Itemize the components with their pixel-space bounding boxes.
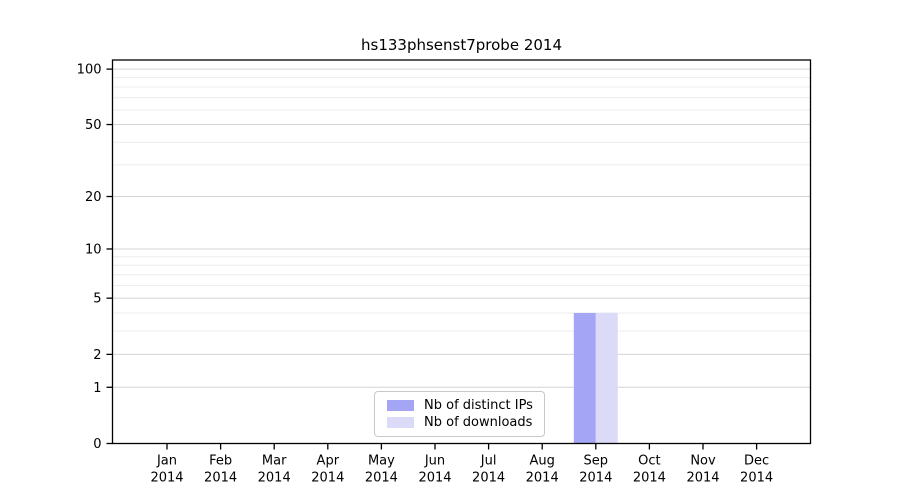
x-tick-label-year: 2014	[204, 471, 237, 486]
x-tick-label-year: 2014	[472, 471, 505, 486]
legend-swatch	[387, 417, 414, 428]
x-tick-label-year: 2014	[686, 471, 719, 486]
x-tick-label-year: 2014	[740, 471, 773, 486]
y-tick-label: 1	[93, 381, 101, 396]
x-tick-label-month: Aug	[530, 454, 555, 469]
x-tick-label-year: 2014	[258, 471, 291, 486]
legend-item-distinct-ips: Nb of distinct IPs	[387, 399, 544, 412]
y-tick-label: 50	[85, 118, 102, 133]
legend-label: Nb of downloads	[424, 415, 533, 430]
y-tick-label: 10	[85, 242, 102, 257]
y-tick-label: 5	[93, 292, 101, 307]
bar-nb-of-downloads-sep-2014	[595, 312, 618, 444]
legend-swatch	[387, 400, 414, 411]
x-tick-label-month: Mar	[262, 454, 287, 469]
x-tick-label-year: 2014	[418, 471, 451, 486]
x-tick-label-year: 2014	[579, 471, 612, 486]
y-tick-label: 20	[85, 190, 102, 205]
x-tick-label-year: 2014	[365, 471, 398, 486]
bar-nb-of-distinct-ips-sep-2014	[573, 312, 596, 444]
x-tick-label-month: Feb	[209, 454, 232, 469]
chart-title: hs133phsenst7probe 2014	[361, 36, 562, 54]
x-tick-label-year: 2014	[633, 471, 666, 486]
legend-label: Nb of distinct IPs	[424, 398, 533, 413]
x-tick-label-month: Apr	[317, 454, 340, 469]
plot-frame	[111, 59, 812, 445]
x-tick-label-month: Jun	[424, 454, 445, 469]
x-tick-label-month: Jan	[156, 454, 177, 469]
y-tick-label: 0	[93, 437, 101, 452]
y-tick-label: 2	[93, 348, 101, 363]
x-tick-label-month: Sep	[584, 454, 609, 469]
legend: Nb of distinct IPs Nb of downloads	[374, 391, 545, 437]
x-tick-label-year: 2014	[526, 471, 559, 486]
x-tick-label-month: Oct	[638, 454, 660, 469]
x-tick-label-month: Jul	[480, 454, 497, 469]
x-tick-label-month: Dec	[744, 454, 769, 469]
x-tick-label-month: May	[368, 454, 395, 469]
legend-item-downloads: Nb of downloads	[387, 416, 544, 429]
y-tick-label: 100	[77, 63, 102, 78]
x-tick-label-month: Nov	[690, 454, 716, 469]
x-tick-label-year: 2014	[311, 471, 344, 486]
x-tick-label-year: 2014	[150, 471, 183, 486]
